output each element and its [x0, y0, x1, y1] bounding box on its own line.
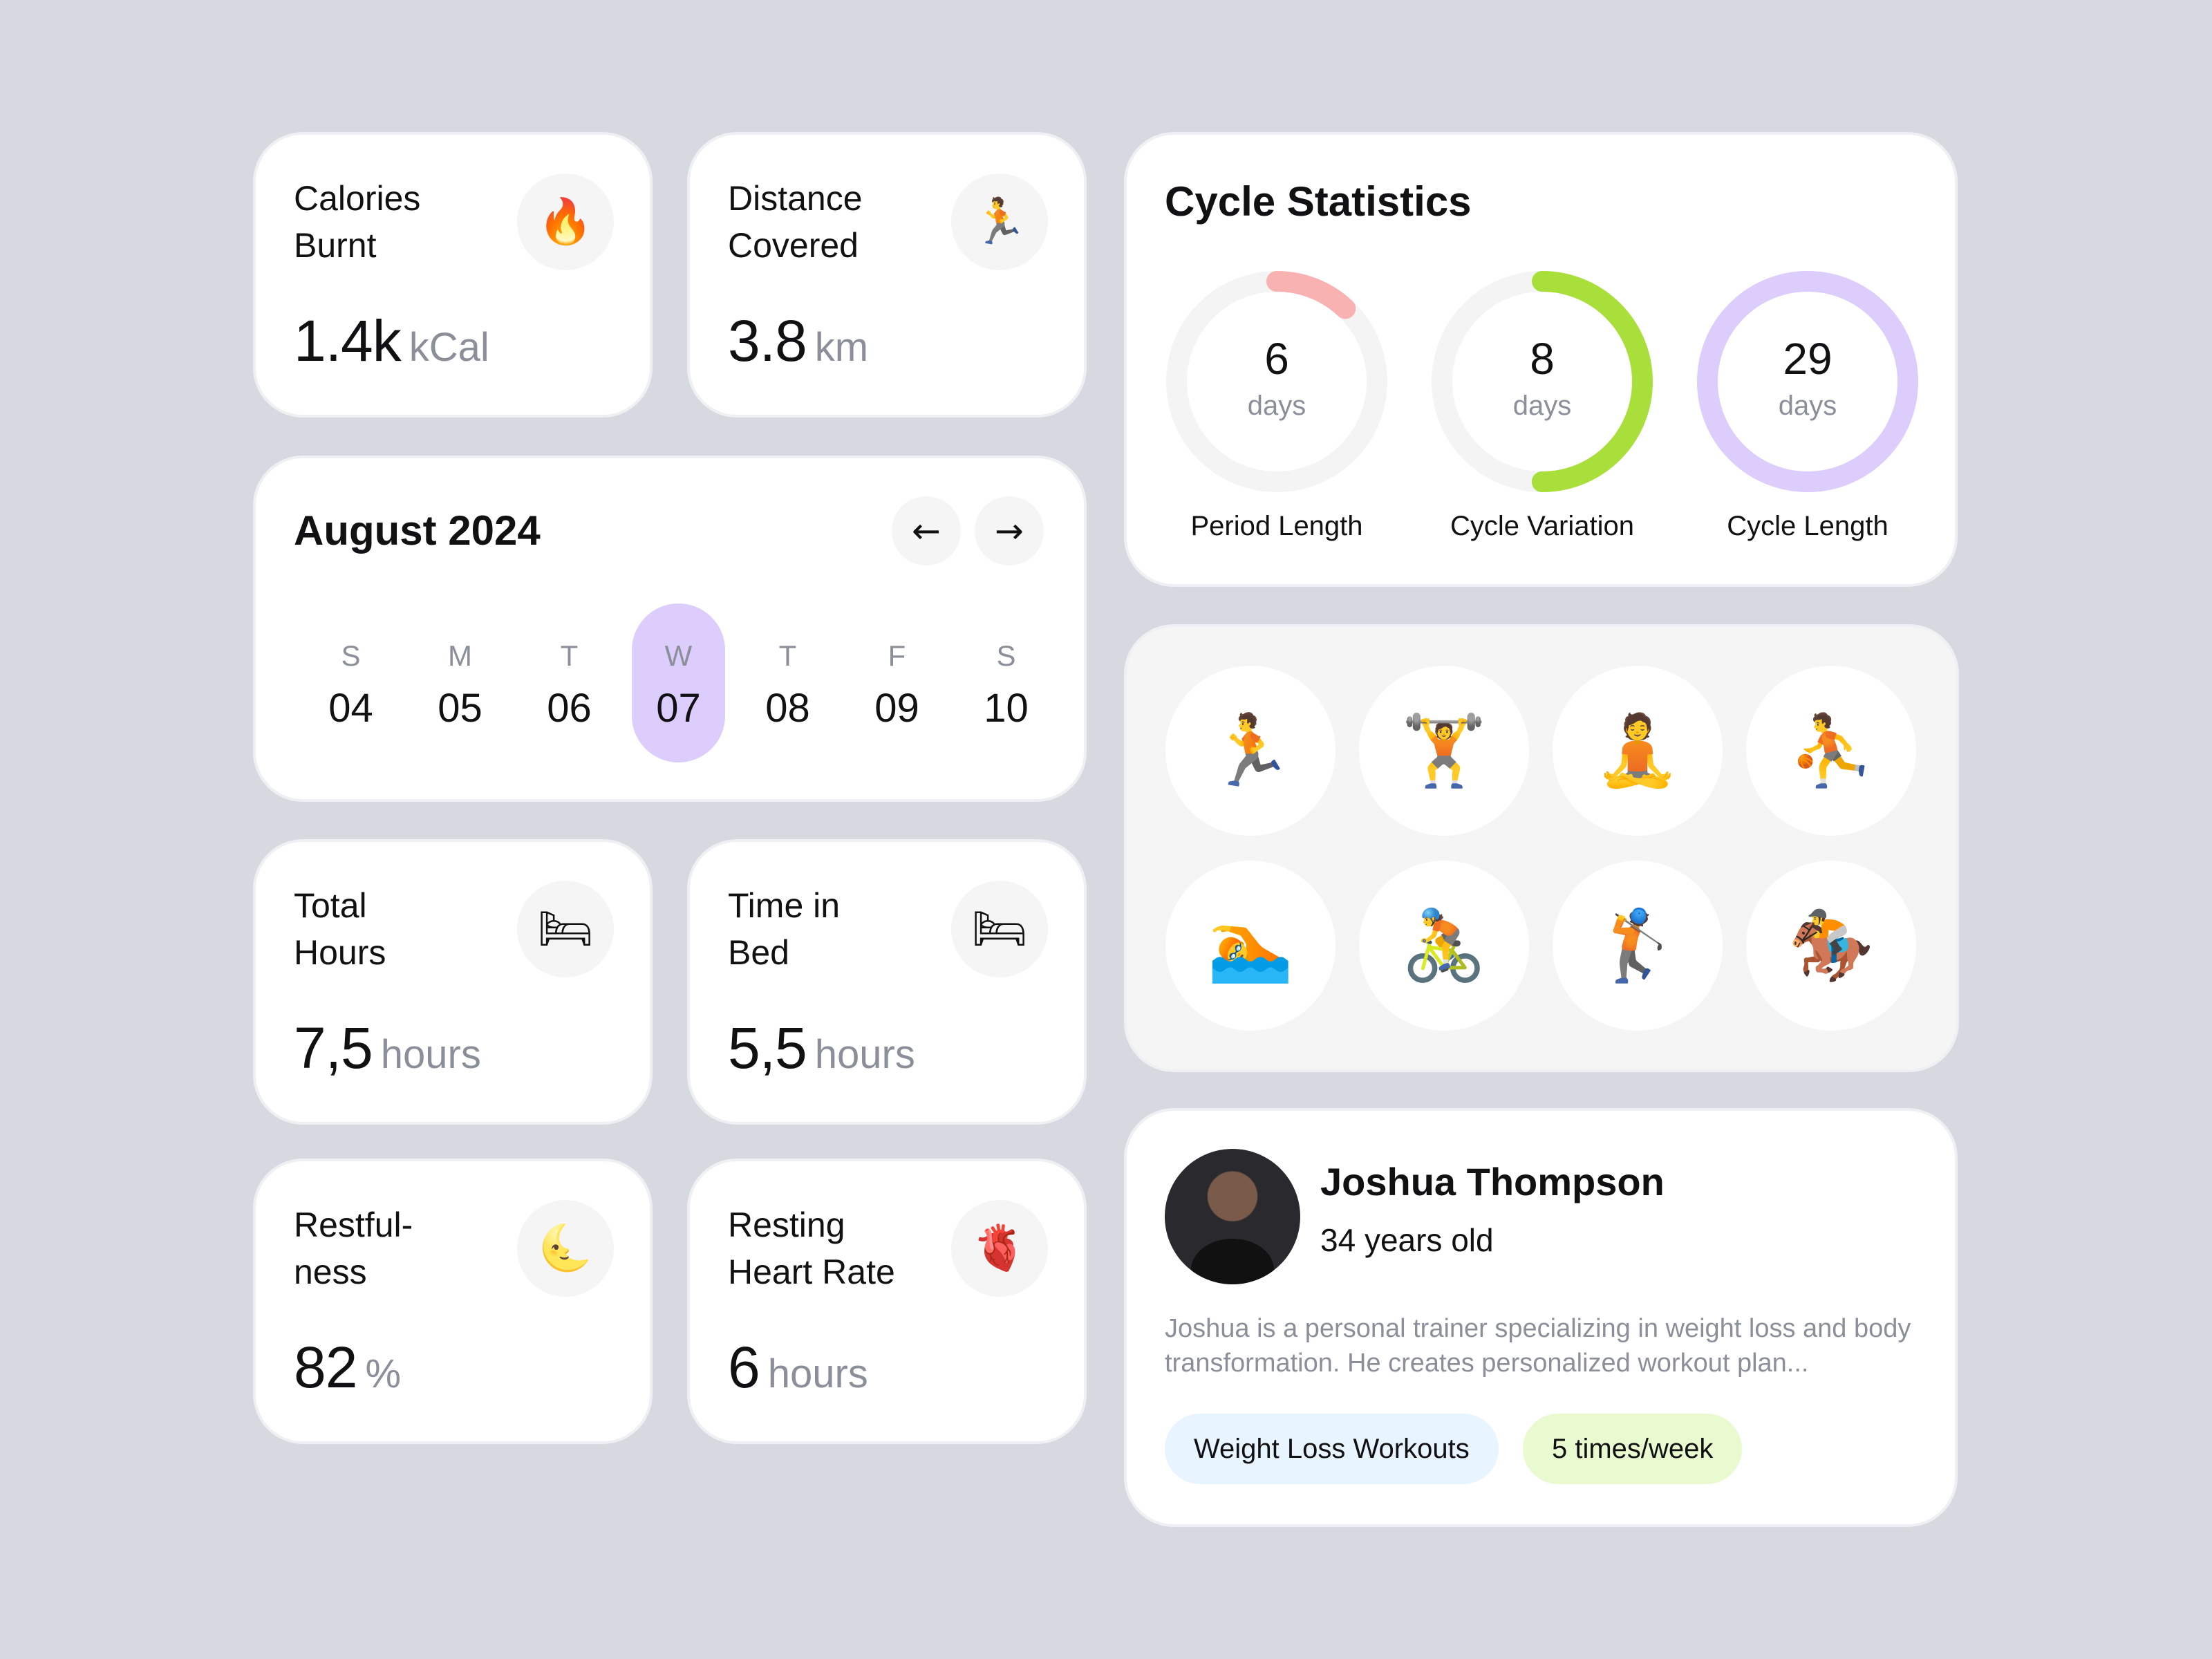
running-icon[interactable]: 🏃 — [1165, 666, 1335, 836]
avatar[interactable] — [1165, 1149, 1300, 1284]
fire-icon: 🔥 — [517, 174, 614, 270]
day-of-week: S — [341, 639, 361, 672]
metric-value: 3.8 km — [728, 308, 868, 375]
ring-label: Cycle Length — [1727, 511, 1888, 541]
ring-label: Period Length — [1190, 511, 1363, 541]
metric-label: Restful- ness — [294, 1206, 413, 1291]
time-in-bed-card[interactable]: Time in Bed 🛏 5,5 hours — [690, 842, 1084, 1122]
day-number: 08 — [765, 686, 810, 731]
ring-graphic — [1432, 271, 1653, 492]
day-number: 07 — [656, 686, 701, 731]
ring-value: 29 — [1783, 334, 1833, 384]
metric-unit: % — [365, 1351, 402, 1396]
ring-unit: days — [1512, 391, 1572, 421]
ring-graphic — [1166, 271, 1387, 492]
bed-icon: 🛏 — [517, 881, 614, 977]
metric-value: 6 hours — [728, 1334, 868, 1401]
metric-unit: kCal — [409, 325, 489, 370]
runner-icon: 🏃 — [951, 174, 1048, 270]
activities-panel: 🏃 🏋 🧘 ⛹ 🏊 🚴 🏌 🏇 — [1127, 627, 1956, 1069]
metric-label: Total Hours — [294, 886, 386, 972]
heart-icon: 🫀 — [951, 1200, 1048, 1297]
ring-unit: days — [1247, 391, 1306, 421]
bed-icon: 🛏 — [951, 881, 1048, 977]
prev-month-button[interactable]: ← — [892, 496, 961, 565]
period-length-ring: 6 days — [1163, 268, 1391, 496]
metric-number: 82 — [294, 1335, 357, 1400]
metric-label: Resting Heart Rate — [728, 1206, 895, 1291]
day-of-week: T — [560, 639, 579, 672]
day-04[interactable]: S 04 — [304, 603, 397, 762]
day-05[interactable]: M 05 — [413, 603, 507, 762]
restfulness-card[interactable]: Restful- ness 🌜 82% — [256, 1161, 650, 1441]
metric-label: Distance Covered — [728, 179, 863, 265]
calendar-card: August 2024 ← → S 04 M 05 T 06 W 07 T 08 F 09 S 10 — [256, 458, 1084, 799]
ring-graphic — [1697, 271, 1918, 492]
metric-value: 82% — [294, 1334, 401, 1401]
next-month-button[interactable]: → — [975, 496, 1044, 565]
weightlifting-icon[interactable]: 🏋 — [1359, 666, 1529, 836]
calendar-title: August 2024 — [294, 507, 541, 554]
ring-value: 8 — [1530, 334, 1555, 384]
cycle-title: Cycle Statistics — [1165, 178, 1472, 225]
metric-label: Time in Bed — [728, 886, 841, 972]
day-of-week: W — [664, 639, 693, 672]
tag-weight-loss[interactable]: Weight Loss Workouts — [1165, 1414, 1499, 1484]
ring-label: Cycle Variation — [1450, 511, 1635, 541]
metric-value: 5,5 hours — [728, 1015, 915, 1082]
horse-riding-icon[interactable]: 🏇 — [1746, 861, 1916, 1031]
resting-heart-rate-card[interactable]: Resting Heart Rate 🫀 6 hours — [690, 1161, 1084, 1441]
day-number: 06 — [547, 686, 592, 731]
day-number: 09 — [874, 686, 919, 731]
day-08[interactable]: T 08 — [741, 603, 834, 762]
arrow-left-icon: ← — [912, 511, 941, 551]
ring-value: 6 — [1264, 334, 1289, 384]
day-of-week: F — [888, 639, 906, 672]
metric-unit: km — [814, 325, 869, 370]
metric-unit: hours — [767, 1351, 868, 1396]
metric-unit: hours — [380, 1032, 481, 1077]
metric-number: 5,5 — [728, 1015, 807, 1080]
metric-label: Calories Burnt — [294, 179, 421, 265]
tag-frequency[interactable]: 5 times/week — [1523, 1414, 1743, 1484]
metric-value: 7,5 hours — [294, 1015, 481, 1082]
basketball-icon[interactable]: ⛹ — [1746, 666, 1916, 836]
cycle-variation-ring: 8 days — [1428, 268, 1656, 496]
day-09[interactable]: F 09 — [850, 603, 944, 762]
cycle-statistics-card: Cycle Statistics 6 days Period Length 8 … — [1127, 135, 1955, 584]
avatar-silhouette — [1191, 1239, 1274, 1284]
metric-number: 6 — [728, 1335, 760, 1400]
day-number: 05 — [438, 686, 482, 731]
day-number: 04 — [328, 686, 373, 731]
day-06[interactable]: T 06 — [523, 603, 616, 762]
day-of-week: T — [778, 639, 797, 672]
day-number: 10 — [984, 686, 1029, 731]
total-hours-card[interactable]: Total Hours 🛏 7,5 hours — [256, 842, 650, 1122]
calories-card[interactable]: Calories Burnt 🔥 1.4k kCal — [256, 135, 650, 415]
distance-card[interactable]: Distance Covered 🏃 3.8 km — [690, 135, 1084, 415]
ring-unit: days — [1778, 391, 1837, 421]
profile-card: Joshua Thompson 34 years old Joshua is a… — [1127, 1111, 1955, 1524]
profile-age: 34 years old — [1320, 1222, 1494, 1258]
metric-number: 3.8 — [728, 308, 807, 373]
metric-value: 1.4k kCal — [294, 308, 489, 375]
profile-description: Joshua is a personal trainer specializin… — [1165, 1314, 1911, 1378]
metric-number: 1.4k — [294, 308, 402, 373]
cycling-icon[interactable]: 🚴 — [1359, 861, 1529, 1031]
day-10[interactable]: S 10 — [959, 603, 1053, 762]
cycle-length-ring: 29 days — [1694, 268, 1922, 496]
day-07-selected[interactable]: W 07 — [632, 603, 725, 762]
day-of-week: M — [448, 639, 472, 672]
metric-unit: hours — [814, 1032, 915, 1077]
arrow-right-icon: → — [995, 511, 1024, 551]
yoga-icon[interactable]: 🧘 — [1553, 666, 1723, 836]
week-strip: S 04 M 05 T 06 W 07 T 08 F 09 S 10 — [304, 603, 1044, 762]
profile-name: Joshua Thompson — [1320, 1160, 1665, 1203]
day-of-week: S — [996, 639, 1016, 672]
golf-icon[interactable]: 🏌 — [1553, 861, 1723, 1031]
moon-icon: 🌜 — [517, 1200, 614, 1297]
metric-number: 7,5 — [294, 1015, 373, 1080]
swimming-icon[interactable]: 🏊 — [1165, 861, 1335, 1031]
